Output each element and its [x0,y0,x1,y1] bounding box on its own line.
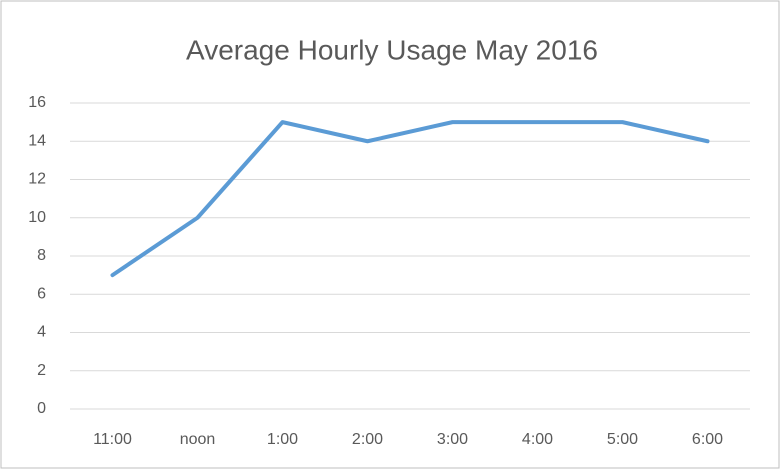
x-tick-label: noon [180,431,216,448]
y-tick-label: 8 [37,247,46,264]
x-tick-label: 6:00 [692,431,723,448]
data-line [110,120,710,278]
chart-title: Average Hourly Usage May 2016 [186,34,598,65]
x-tick-label: 11:00 [93,431,132,448]
y-tick-label: 0 [37,400,46,417]
y-tick-label: 10 [28,209,46,226]
x-tick-label: 1:00 [267,431,298,448]
y-tick-label: 2 [37,362,46,379]
x-tick-label: 2:00 [352,431,383,448]
x-tick-label: 5:00 [607,431,638,448]
y-tick-label: 4 [37,324,46,341]
y-tick-label: 16 [28,94,46,111]
x-tick-label: 4:00 [522,431,553,448]
y-tick-label: 14 [28,132,46,149]
y-tick-label: 6 [37,285,46,302]
x-tick-label: 3:00 [437,431,468,448]
y-tick-label: 12 [28,171,46,188]
